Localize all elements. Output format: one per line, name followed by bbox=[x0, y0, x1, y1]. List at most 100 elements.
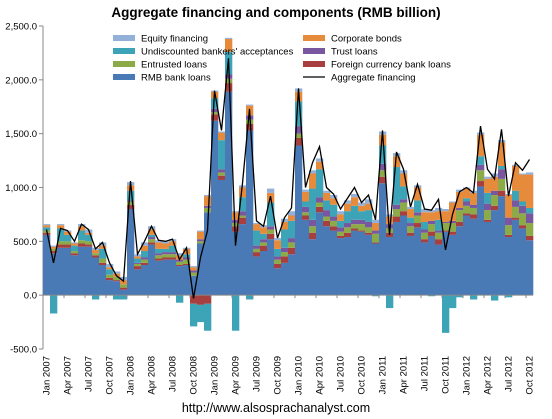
bar-segment-foreign-currency-bank-loans bbox=[365, 232, 373, 235]
bar-segment-undiscounted-bankers-acceptances bbox=[246, 295, 254, 300]
bar-segment-corporate-bonds bbox=[288, 215, 296, 221]
bar-segment-trust-loans bbox=[477, 164, 485, 171]
bar-segment-rmb-bank-loans bbox=[330, 230, 338, 296]
bar-segment-corporate-bonds bbox=[323, 192, 331, 201]
bar-segment-undiscounted-bankers-acceptances bbox=[491, 295, 499, 301]
bar-segment-rmb-bank-loans bbox=[386, 237, 394, 296]
bar-segment-equity-financing bbox=[281, 218, 289, 222]
bar-segment-entrusted-loans bbox=[260, 242, 268, 246]
bar-segment-rmb-bank-loans bbox=[148, 244, 156, 296]
x-tick-label: Apr 2010 bbox=[315, 356, 326, 395]
bar-segment-entrusted-loans bbox=[372, 233, 380, 243]
bar-segment-undiscounted-bankers-acceptances bbox=[148, 234, 156, 238]
bar-segment-foreign-currency-bank-loans bbox=[505, 234, 513, 238]
bar-segment-equity-financing bbox=[498, 140, 506, 143]
bar-segment-entrusted-loans bbox=[484, 210, 492, 220]
bar-segment-foreign-currency-bank-loans bbox=[281, 256, 289, 263]
bar-segment-undiscounted-bankers-acceptances bbox=[78, 230, 86, 241]
bar-segment-corporate-bonds bbox=[519, 174, 527, 202]
bar-segment-trust-loans bbox=[267, 226, 275, 230]
bar-segment-entrusted-loans bbox=[505, 225, 513, 235]
bar-segment-entrusted-loans bbox=[50, 248, 58, 252]
bar-segment-corporate-bonds bbox=[428, 212, 436, 221]
bar-segment-rmb-bank-loans bbox=[246, 130, 254, 296]
x-tick-label: Apr 2009 bbox=[231, 356, 242, 395]
bar-segment-trust-loans bbox=[176, 259, 184, 262]
bar-segment-corporate-bonds bbox=[169, 241, 177, 246]
bar-segment-entrusted-loans bbox=[218, 172, 226, 176]
bar-segment-trust-loans bbox=[288, 238, 296, 243]
bar-segment-undiscounted-bankers-acceptances bbox=[197, 304, 205, 323]
legend-swatch-foreign-currency-bank-loans bbox=[303, 61, 325, 67]
bar-segment-undiscounted-bankers-acceptances bbox=[351, 205, 359, 220]
bar-segment-equity-financing bbox=[197, 230, 205, 232]
bar-segment-undiscounted-bankers-acceptances bbox=[183, 254, 191, 258]
bar-segment-corporate-bonds bbox=[281, 221, 289, 230]
bar-segment-trust-loans bbox=[358, 219, 366, 225]
bar-segment-corporate-bonds bbox=[316, 161, 324, 170]
bar-segment-trust-loans bbox=[316, 197, 324, 203]
bar-segment-trust-loans bbox=[519, 205, 527, 214]
bar-segment-trust-loans bbox=[330, 216, 338, 221]
bar-segment-corporate-bonds bbox=[141, 245, 149, 252]
bar-segment-foreign-currency-bank-loans bbox=[155, 258, 163, 261]
bar-segment-undiscounted-bankers-acceptances bbox=[218, 140, 226, 170]
bar-segment-trust-loans bbox=[393, 204, 401, 210]
bar-segment-rmb-bank-loans bbox=[260, 251, 268, 296]
bar-segment-equity-financing bbox=[316, 158, 324, 162]
bar-segment-corporate-bonds bbox=[302, 191, 310, 202]
bar-segment-foreign-currency-bank-loans bbox=[85, 244, 93, 247]
legend-swatch-entrusted-loans bbox=[113, 61, 135, 67]
bar-segment-rmb-bank-loans bbox=[477, 186, 485, 296]
bar-segment-foreign-currency-bank-loans bbox=[120, 287, 128, 290]
bar-segment-foreign-currency-bank-loans bbox=[92, 255, 100, 258]
bar-segment-entrusted-loans bbox=[344, 227, 352, 233]
bar-segment-rmb-bank-loans bbox=[337, 238, 345, 296]
x-tick-label: Apr 2007 bbox=[63, 356, 74, 395]
bar-segment-equity-financing bbox=[246, 104, 254, 106]
bar-segment-trust-loans bbox=[253, 245, 261, 249]
bar-segment-undiscounted-bankers-acceptances bbox=[428, 295, 436, 297]
bar-segment-corporate-bonds bbox=[148, 229, 156, 235]
bar-segment-equity-financing bbox=[428, 210, 436, 213]
bar-segment-foreign-currency-bank-loans bbox=[134, 266, 142, 270]
bar-segment-entrusted-loans bbox=[274, 259, 282, 264]
bar-segment-corporate-bonds bbox=[197, 231, 205, 240]
bar-segment-equity-financing bbox=[358, 202, 366, 206]
bar-segment-undiscounted-bankers-acceptances bbox=[323, 200, 331, 211]
bar-segment-rmb-bank-loans bbox=[211, 120, 219, 296]
bar-segment-undiscounted-bankers-acceptances bbox=[106, 269, 114, 275]
bar-segment-foreign-currency-bank-loans bbox=[435, 239, 443, 245]
bar-segment-corporate-bonds bbox=[393, 156, 401, 168]
bar-segment-entrusted-loans bbox=[281, 252, 289, 257]
bar-segment-undiscounted-bankers-acceptances bbox=[92, 295, 100, 300]
bar-segment-equity-financing bbox=[442, 209, 450, 212]
bar-segment-trust-loans bbox=[183, 257, 191, 260]
bar-segment-entrusted-loans bbox=[225, 78, 233, 84]
bar-segment-foreign-currency-bank-loans bbox=[316, 206, 324, 213]
x-tick-label: Jan 2010 bbox=[294, 356, 305, 395]
bar-segment-trust-loans bbox=[449, 220, 457, 224]
bar-segment-rmb-bank-loans bbox=[372, 243, 380, 296]
bar-segment-entrusted-loans bbox=[176, 261, 184, 266]
bar-segment-corporate-bonds bbox=[71, 243, 79, 246]
bar-segment-entrusted-loans bbox=[526, 223, 534, 236]
bar-segment-undiscounted-bankers-acceptances bbox=[64, 234, 72, 242]
bar-segment-undiscounted-bankers-acceptances bbox=[57, 228, 65, 242]
bar-segment-undiscounted-bankers-acceptances bbox=[113, 295, 121, 300]
bar-segment-foreign-currency-bank-loans bbox=[295, 137, 303, 146]
bar-segment-trust-loans bbox=[197, 239, 205, 242]
bar-segment-equity-financing bbox=[344, 200, 352, 204]
bar-segment-equity-financing bbox=[323, 190, 331, 193]
x-tick-label: Oct 2011 bbox=[441, 356, 452, 394]
bar-segment-trust-loans bbox=[274, 256, 282, 260]
bar-segment-equity-financing bbox=[386, 214, 394, 217]
bar-segment-corporate-bonds bbox=[57, 225, 65, 229]
bar-segment-trust-loans bbox=[134, 262, 142, 264]
x-tick-label: Jul 2010 bbox=[336, 356, 347, 392]
bar-segment-foreign-currency-bank-loans bbox=[302, 215, 310, 220]
bar-segment-foreign-currency-bank-loans bbox=[169, 257, 177, 260]
bar-segment-rmb-bank-loans bbox=[498, 196, 506, 296]
bar-segment-undiscounted-bankers-acceptances bbox=[50, 295, 58, 314]
